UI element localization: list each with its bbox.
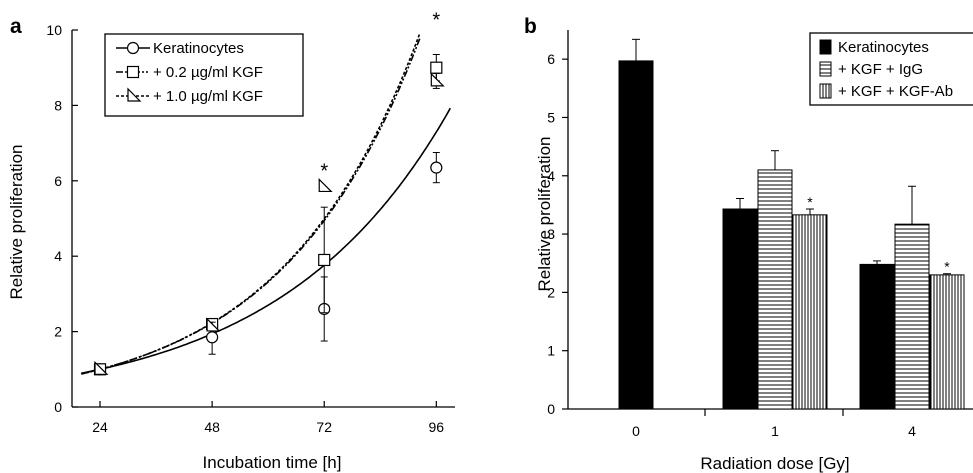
legend-label: + 1.0 µg/ml KGF [153,88,263,105]
panel-b-legend-box [809,32,973,106]
panel-b-bars: ** [618,38,965,410]
panel-b-y-tick-label: 3 [547,226,555,242]
bar [722,208,758,410]
fit-curve [81,107,451,374]
bar [618,60,654,410]
circle-marker [430,161,443,174]
significance-asterisk: * [807,194,813,210]
bar [929,274,965,410]
bar [894,223,930,410]
panel-a-fit-curves [81,32,451,375]
significance-asterisk: * [432,10,440,32]
panel-b-y-tick-label: 2 [547,284,555,300]
panel-b-x-tick-label: 1 [771,423,779,439]
significance-asterisk: * [320,160,328,182]
triangle-marker [430,72,445,87]
panel-a-y-tick-label: 4 [54,248,62,264]
panel-a-x-tick-label: 72 [316,419,332,435]
circle-marker [126,41,140,55]
panel-a-y-tick-label: 10 [46,22,62,38]
square-marker [430,61,443,74]
panel-a-y-tick-label: 6 [54,173,62,189]
significance-asterisk: * [944,259,950,275]
fit-curve [81,32,421,375]
bar [792,214,828,410]
triangle-marker [206,317,221,332]
triangle-marker [318,178,333,193]
panel-a-x-tick-label: 96 [429,419,445,435]
panel-b-x-tick-label: 0 [632,423,640,439]
triangle-marker [94,360,109,375]
legend-swatch [819,61,832,77]
panel-a-y-tick-label: 8 [54,97,62,113]
panel-a-letter: a [10,15,22,38]
panel-b-y-tick-label: 0 [547,401,555,417]
panel-b-x-axis-label: Radiation dose [Gy] [700,454,849,473]
panel-b-y-tick-label: 6 [547,51,555,67]
legend-swatch [819,39,832,55]
panel-b-y-tick-label: 4 [547,168,555,184]
panel-b-letter: b [524,15,537,38]
triangle-marker [127,87,142,102]
panel-a-data-points: ** [93,10,445,376]
panel-a-x-tick-label: 24 [92,419,108,435]
panel-a-y-tick-label: 2 [54,324,62,340]
panel-a-legend: Keratinocytes + 0.2 µg/ml KGF + 1.0 µg/ml … [104,33,304,117]
panel-a-y-tick-label: 0 [54,399,62,415]
panel-b-y-tick-label: 1 [547,343,555,359]
legend-label: + 0.2 µg/ml KGF [153,64,263,81]
legend-label: + KGF + KGF-Ab [838,83,953,100]
panel-a-x-tick-label: 48 [204,419,220,435]
panel-b-y-axis-label: Relative proliferation [535,137,554,292]
legend-label: Keratinocytes [153,40,244,57]
panel-b-y-tick-label: 5 [547,109,555,125]
panel-a-y-axis-label: Relative proliferation [7,145,26,300]
circle-marker [206,331,219,344]
legend-label: + KGF + IgG [838,61,923,78]
square-marker [126,65,140,79]
bar [757,169,793,410]
legend-label: Keratinocytes [838,39,929,56]
square-marker [318,253,331,267]
legend-swatch [819,83,832,99]
panel-b-x-tick-label: 4 [908,423,916,439]
panel-a-x-axis-label: Incubation time [h] [203,453,342,472]
panel-b-legend: Keratinocytes + KGF + IgG + KGF + KGF-Ab [809,32,973,106]
bar [859,263,895,410]
